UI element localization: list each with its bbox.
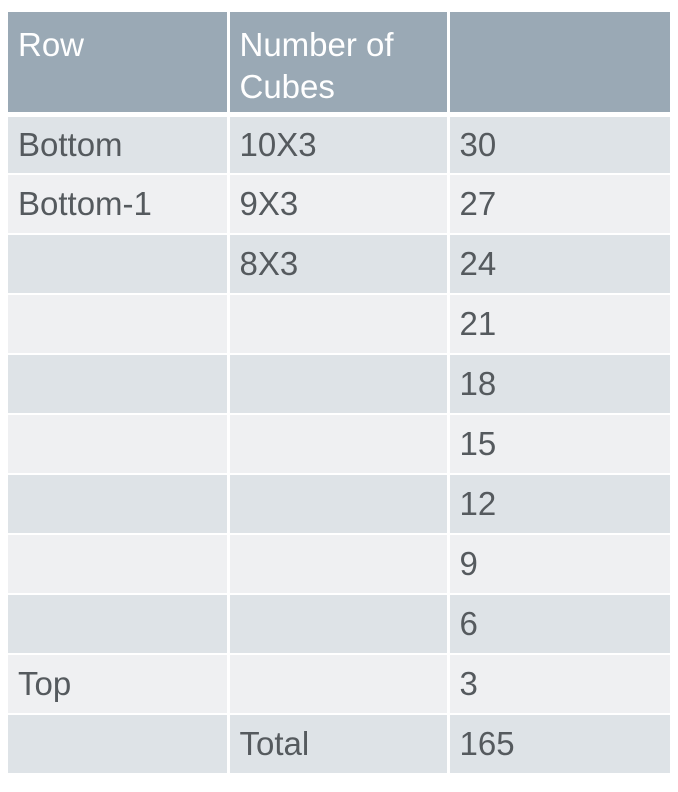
row-label-cell: Bottom xyxy=(8,114,230,175)
row-label-cell xyxy=(8,294,230,355)
table-row: 9 xyxy=(8,534,670,595)
table-row: 21 xyxy=(8,294,670,355)
cubes-expression-cell xyxy=(228,354,450,415)
count-cell: 6 xyxy=(448,594,670,655)
header-number-of-cubes: Number of Cubes xyxy=(228,12,450,117)
table-row: 8X3 24 xyxy=(8,234,670,295)
cubes-expression-cell: 9X3 xyxy=(228,174,450,235)
row-label-cell xyxy=(8,354,230,415)
count-cell: 30 xyxy=(448,114,670,175)
table-row: 6 xyxy=(8,594,670,655)
cubes-expression-cell: 8X3 xyxy=(228,234,450,295)
row-label-cell xyxy=(8,474,230,535)
row-label-cell: Bottom-1 xyxy=(8,174,230,235)
table-row: Top 3 xyxy=(8,654,670,715)
cubes-expression-cell xyxy=(228,594,450,655)
row-label-cell xyxy=(8,714,230,775)
header-count xyxy=(448,12,670,117)
count-cell: 15 xyxy=(448,414,670,475)
table-row: 18 xyxy=(8,354,670,415)
total-value-cell: 165 xyxy=(448,714,670,775)
count-cell: 21 xyxy=(448,294,670,355)
table-row: Bottom-1 9X3 27 xyxy=(8,174,670,235)
table-row: 12 xyxy=(8,474,670,535)
row-label-cell xyxy=(8,414,230,475)
count-cell: 3 xyxy=(448,654,670,715)
row-label-cell xyxy=(8,594,230,655)
count-cell: 18 xyxy=(448,354,670,415)
count-cell: 27 xyxy=(448,174,670,235)
cube-count-table: Row Number of Cubes Bottom 10X3 30 Botto… xyxy=(8,12,670,775)
row-label-cell: Top xyxy=(8,654,230,715)
count-cell: 12 xyxy=(448,474,670,535)
row-label-cell xyxy=(8,534,230,595)
header-row: Row Number of Cubes xyxy=(8,12,670,117)
header-row-label: Row xyxy=(8,12,230,117)
cubes-expression-cell: 10X3 xyxy=(228,114,450,175)
total-row: Total 165 xyxy=(8,714,670,775)
count-cell: 24 xyxy=(448,234,670,295)
cubes-expression-cell xyxy=(228,294,450,355)
cubes-expression-cell xyxy=(228,414,450,475)
row-label-cell xyxy=(8,234,230,295)
table-row: Bottom 10X3 30 xyxy=(8,114,670,175)
total-label-cell: Total xyxy=(228,714,450,775)
cubes-expression-cell xyxy=(228,534,450,595)
count-cell: 9 xyxy=(448,534,670,595)
cubes-expression-cell xyxy=(228,654,450,715)
cubes-expression-cell xyxy=(228,474,450,535)
table-row: 15 xyxy=(8,414,670,475)
